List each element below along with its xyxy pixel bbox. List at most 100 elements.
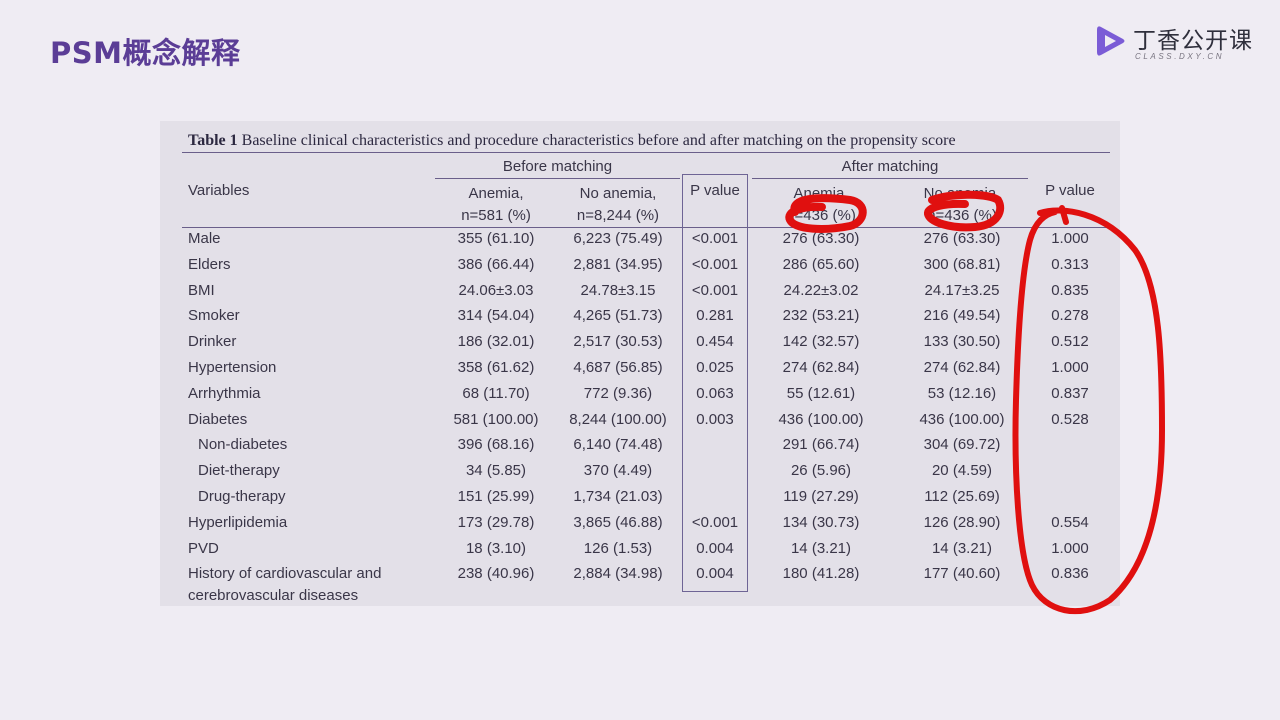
cell-noanemia-before: 3,865 (46.88) bbox=[573, 513, 663, 531]
cell-anemia-before: 238 (40.96) bbox=[457, 565, 535, 583]
cell-anemia-after: 26 (5.96) bbox=[790, 462, 852, 480]
cell-anemia-after: 180 (41.28) bbox=[782, 565, 860, 583]
col-header-noanemia-before: No anemia, n=8,244 (%) bbox=[553, 183, 683, 227]
page-title: PSM概念解释 bbox=[50, 36, 241, 70]
cell-anemia-after: 232 (53.21) bbox=[782, 307, 860, 325]
cell-p-after: 1.000 bbox=[1051, 359, 1089, 376]
cell-noanemia-before: 2,881 (34.95) bbox=[573, 255, 663, 273]
cell-anemia-before: 355 (61.10) bbox=[457, 230, 535, 247]
cell-anemia-after: 286 (65.60) bbox=[782, 255, 860, 273]
col-header-line: n=8,244 (%) bbox=[576, 207, 660, 224]
cell-p-before: 0.003 bbox=[696, 410, 734, 428]
cell-anemia-before: 386 (66.44) bbox=[457, 255, 535, 273]
cell-noanemia-before: 2,517 (30.53) bbox=[573, 333, 663, 351]
cell-p-before: <0.001 bbox=[691, 230, 739, 247]
row-label: History of cardiovascular and bbox=[188, 565, 382, 583]
cell-anemia-after: 274 (62.84) bbox=[782, 359, 860, 376]
cell-noanemia-after: 436 (100.00) bbox=[919, 410, 1005, 428]
cell-p-after: 0.554 bbox=[1051, 513, 1089, 531]
cell-p-after: 0.278 bbox=[1051, 307, 1089, 325]
cell-p-before: 0.025 bbox=[696, 359, 734, 376]
cell-noanemia-before: 2,884 (34.98) bbox=[573, 565, 663, 583]
col-header-anemia-after: Anemia, n=436 (%) bbox=[756, 183, 886, 227]
logo-name-en: CLASS.DXY.CN bbox=[1135, 52, 1225, 61]
cell-anemia-after: 24.22±3.02 bbox=[783, 281, 859, 299]
row-label: Diabetes bbox=[188, 410, 248, 428]
cell-noanemia-after: 276 (63.30) bbox=[923, 230, 1001, 247]
row-label: Elders bbox=[188, 255, 231, 273]
table-caption-text: Baseline clinical characteristics and pr… bbox=[241, 132, 956, 149]
col-header-line: No anemia, bbox=[923, 185, 1001, 202]
cell-anemia-before: 396 (68.16) bbox=[457, 436, 535, 454]
row-label: Non-diabetes bbox=[198, 436, 288, 454]
cell-anemia-after: 142 (32.57) bbox=[782, 333, 860, 351]
cell-noanemia-before: 772 (9.36) bbox=[583, 384, 653, 402]
col-header-variables: Variables bbox=[188, 182, 250, 199]
logo-mark-icon bbox=[1097, 26, 1125, 56]
cell-noanemia-before: 24.78±3.15 bbox=[580, 281, 656, 299]
row-label: Drug-therapy bbox=[198, 488, 286, 505]
cell-anemia-before: 151 (25.99) bbox=[457, 488, 535, 505]
cell-noanemia-after: 112 (25.69) bbox=[924, 488, 1000, 505]
row-label: PVD bbox=[188, 539, 219, 557]
cell-anemia-before: 173 (29.78) bbox=[457, 513, 535, 531]
col-header-anemia-before: Anemia, n=581 (%) bbox=[436, 183, 556, 227]
cell-p-before: 0.454 bbox=[696, 333, 734, 351]
cell-noanemia-after: 274 (62.84) bbox=[923, 359, 1001, 376]
cell-p-before: 0.004 bbox=[696, 565, 734, 583]
col-header-p-before: P value bbox=[690, 182, 740, 199]
logo-name-cn: 丁香公开课 bbox=[1133, 28, 1253, 54]
col-header-line: n=581 (%) bbox=[461, 207, 531, 224]
cell-noanemia-after: 24.17±3.25 bbox=[924, 281, 1000, 299]
row-label: Hyperlipidemia bbox=[188, 513, 288, 531]
cell-noanemia-after: 14 (3.21) bbox=[931, 539, 993, 557]
col-header-line: No anemia, bbox=[579, 185, 657, 202]
cell-noanemia-after: 216 (49.54) bbox=[923, 307, 1001, 325]
group-rule-after bbox=[752, 178, 1028, 179]
col-header-noanemia-after: No anemia, n=436 (%) bbox=[892, 183, 1032, 227]
cell-p-after: 0.837 bbox=[1051, 384, 1089, 402]
cell-anemia-before: 581 (100.00) bbox=[453, 410, 539, 428]
table-caption-label: Table 1 bbox=[188, 132, 238, 149]
group-header-after: After matching bbox=[841, 158, 939, 175]
cell-anemia-before: 68 (11.70) bbox=[462, 384, 530, 402]
baseline-table: Table 1 Baseline clinical characteristic… bbox=[160, 121, 1120, 606]
cell-noanemia-before: 370 (4.49) bbox=[583, 462, 653, 480]
cell-anemia-before: 186 (32.01) bbox=[457, 333, 535, 351]
cell-noanemia-after: 300 (68.81) bbox=[923, 255, 1001, 273]
cell-p-before: 0.063 bbox=[696, 384, 734, 402]
cell-anemia-after: 291 (66.74) bbox=[782, 436, 860, 454]
cell-p-after: 0.512 bbox=[1051, 333, 1089, 351]
cell-noanemia-before: 126 (1.53) bbox=[583, 539, 653, 557]
cell-anemia-after: 134 (30.73) bbox=[782, 513, 860, 531]
cell-noanemia-after: 53 (12.16) bbox=[927, 384, 997, 402]
cell-p-before: 0.281 bbox=[696, 307, 734, 325]
col-header-line: Anemia, bbox=[793, 185, 849, 202]
cell-noanemia-after: 126 (28.90) bbox=[923, 513, 1001, 531]
row-label-continued: cerebrovascular diseases bbox=[188, 587, 359, 605]
col-header-p-after: P value bbox=[1045, 182, 1095, 199]
row-label: Hypertension bbox=[188, 359, 277, 376]
cell-p-after: 0.835 bbox=[1051, 281, 1089, 299]
cell-p-after: 1.000 bbox=[1051, 539, 1089, 557]
cell-p-before: 0.004 bbox=[696, 539, 734, 557]
row-label: Smoker bbox=[188, 307, 240, 325]
cell-noanemia-before: 4,687 (56.85) bbox=[573, 359, 663, 376]
row-label: Male bbox=[188, 230, 221, 247]
cell-noanemia-before: 1,734 (21.03) bbox=[573, 488, 663, 505]
row-label: BMI bbox=[188, 281, 215, 299]
cell-anemia-before: 34 (5.85) bbox=[465, 462, 527, 480]
row-label: Arrhythmia bbox=[188, 384, 261, 402]
cell-anemia-before: 24.06±3.03 bbox=[458, 281, 534, 299]
cell-p-after: 1.000 bbox=[1051, 230, 1089, 247]
cell-noanemia-after: 20 (4.59) bbox=[931, 462, 993, 480]
cell-anemia-before: 358 (61.62) bbox=[457, 359, 535, 376]
cell-p-after: 0.313 bbox=[1051, 255, 1089, 273]
cell-p-after: 0.528 bbox=[1051, 410, 1089, 428]
row-label: Diet-therapy bbox=[198, 462, 280, 480]
cell-anemia-after: 276 (63.30) bbox=[782, 230, 860, 247]
cell-noanemia-before: 4,265 (51.73) bbox=[573, 307, 663, 325]
cell-noanemia-after: 304 (69.72) bbox=[923, 436, 1001, 454]
p-value-highlight-box bbox=[682, 174, 748, 592]
cell-p-after: 0.836 bbox=[1051, 565, 1089, 583]
